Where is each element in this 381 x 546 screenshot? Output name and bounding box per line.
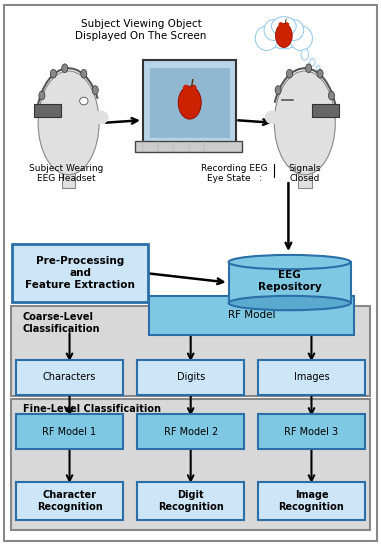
Ellipse shape xyxy=(80,97,88,105)
Ellipse shape xyxy=(183,85,189,91)
Ellipse shape xyxy=(190,85,197,91)
FancyBboxPatch shape xyxy=(11,399,370,530)
FancyBboxPatch shape xyxy=(258,482,365,520)
Circle shape xyxy=(306,64,312,73)
Bar xyxy=(229,262,351,303)
FancyBboxPatch shape xyxy=(312,104,339,117)
Ellipse shape xyxy=(229,255,351,269)
Text: Images: Images xyxy=(294,372,329,382)
Ellipse shape xyxy=(285,20,304,40)
Ellipse shape xyxy=(93,110,109,124)
Ellipse shape xyxy=(229,296,351,310)
Text: Characters: Characters xyxy=(43,372,96,382)
Text: RF Model 3: RF Model 3 xyxy=(284,427,339,437)
Circle shape xyxy=(62,64,68,73)
Text: Image
Recognition: Image Recognition xyxy=(279,490,344,512)
Ellipse shape xyxy=(264,20,283,40)
Ellipse shape xyxy=(271,17,296,36)
Text: EEG
Repository: EEG Repository xyxy=(258,270,322,292)
Text: RF Model 2: RF Model 2 xyxy=(163,427,218,437)
Ellipse shape xyxy=(285,22,289,27)
FancyBboxPatch shape xyxy=(16,482,123,520)
FancyBboxPatch shape xyxy=(12,244,148,302)
Text: Character
Recognition: Character Recognition xyxy=(37,490,102,512)
FancyBboxPatch shape xyxy=(143,60,236,145)
Circle shape xyxy=(275,23,292,48)
Circle shape xyxy=(50,69,56,78)
Circle shape xyxy=(287,69,293,78)
Text: Digit
Recognition: Digit Recognition xyxy=(158,490,224,512)
Circle shape xyxy=(328,91,335,100)
Text: Fine-Level Classificaition: Fine-Level Classificaition xyxy=(23,404,161,414)
FancyBboxPatch shape xyxy=(258,360,365,395)
Ellipse shape xyxy=(279,22,283,27)
Ellipse shape xyxy=(274,71,335,175)
Text: RF Model 1: RF Model 1 xyxy=(42,427,97,437)
Circle shape xyxy=(178,86,201,119)
Ellipse shape xyxy=(265,110,280,124)
FancyBboxPatch shape xyxy=(137,482,244,520)
FancyBboxPatch shape xyxy=(137,360,244,395)
Circle shape xyxy=(316,66,320,71)
FancyBboxPatch shape xyxy=(135,141,242,152)
FancyBboxPatch shape xyxy=(11,306,370,396)
Circle shape xyxy=(317,69,323,78)
FancyBboxPatch shape xyxy=(258,414,365,449)
Text: Pre-Processing
and
Feature Extraction: Pre-Processing and Feature Extraction xyxy=(25,257,135,289)
Text: Subject Viewing Object
Displayed On The Screen: Subject Viewing Object Displayed On The … xyxy=(75,19,207,41)
FancyBboxPatch shape xyxy=(16,414,123,449)
Circle shape xyxy=(92,86,98,94)
Circle shape xyxy=(301,49,309,60)
Ellipse shape xyxy=(255,26,278,51)
Circle shape xyxy=(310,58,315,66)
Circle shape xyxy=(275,86,281,94)
Ellipse shape xyxy=(290,26,312,51)
Circle shape xyxy=(39,91,45,100)
FancyBboxPatch shape xyxy=(62,161,75,188)
Text: RF Model: RF Model xyxy=(228,310,275,321)
FancyBboxPatch shape xyxy=(298,161,312,188)
FancyBboxPatch shape xyxy=(137,414,244,449)
Text: Digits: Digits xyxy=(176,372,205,382)
Ellipse shape xyxy=(38,71,99,175)
FancyBboxPatch shape xyxy=(16,360,123,395)
Circle shape xyxy=(81,69,87,78)
FancyBboxPatch shape xyxy=(149,296,354,335)
Ellipse shape xyxy=(266,19,302,49)
FancyBboxPatch shape xyxy=(150,68,230,138)
FancyBboxPatch shape xyxy=(34,104,61,117)
FancyBboxPatch shape xyxy=(4,5,377,541)
Text: Recording EEG
Eye State   :: Recording EEG Eye State : xyxy=(201,164,267,183)
Text: Signals
Closed: Signals Closed xyxy=(288,164,321,183)
Text: Coarse-Level
Classificaition: Coarse-Level Classificaition xyxy=(23,312,100,334)
Text: Subject Wearing
EEG Headset: Subject Wearing EEG Headset xyxy=(29,164,104,183)
